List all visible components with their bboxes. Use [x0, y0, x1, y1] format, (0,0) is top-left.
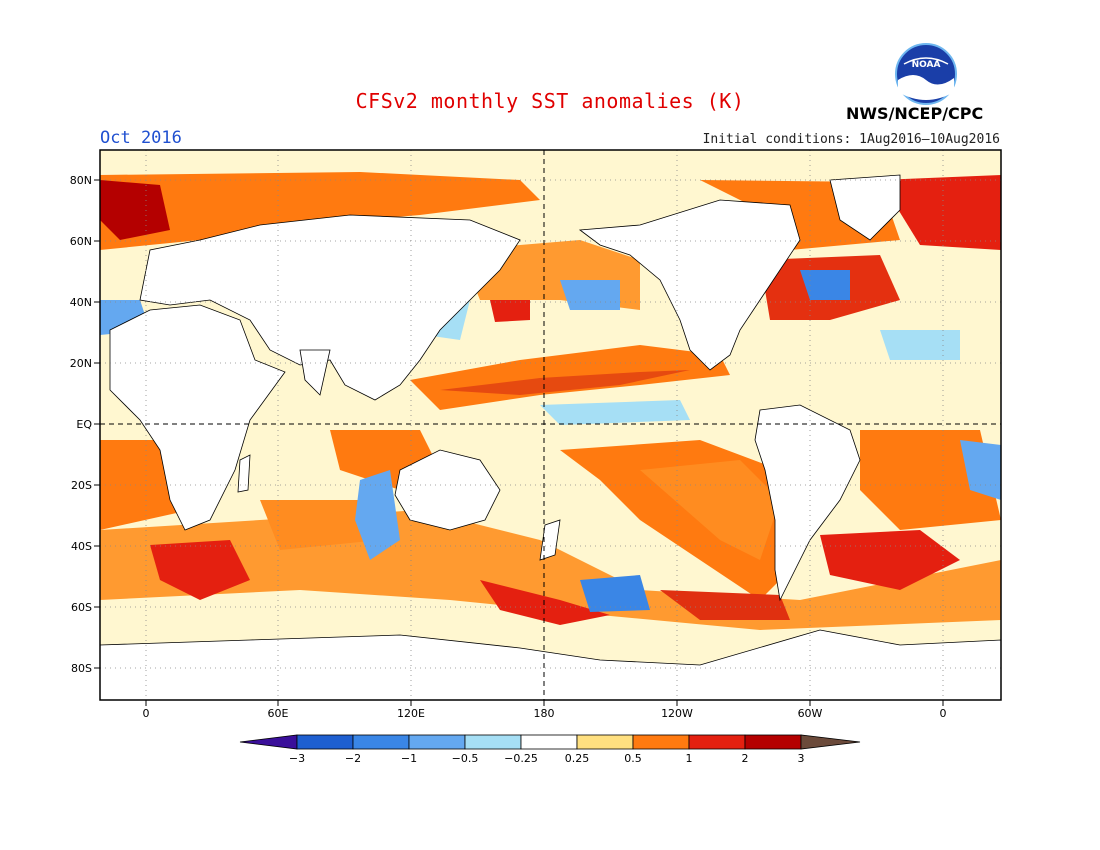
forecast-month: Oct 2016	[100, 128, 182, 148]
colorbar-min-arrow	[239, 734, 298, 750]
colorbar-swatch	[632, 734, 690, 750]
australia	[394, 449, 501, 531]
logo-text: NOAA	[912, 60, 941, 70]
colorbar-swatch	[464, 734, 522, 750]
south-america	[754, 404, 861, 602]
colorbar-swatch	[408, 734, 466, 750]
colorbar-swatch	[688, 734, 746, 750]
lat-label: 40N	[70, 296, 92, 309]
colorbar-label: 3	[798, 752, 805, 765]
colorbar-label: 0.5	[624, 752, 642, 765]
lat-label: 80S	[71, 662, 92, 675]
colorbar: −3 −2 −1 −0.5 −0.25 0.25 0.5 1 2 3	[239, 734, 861, 765]
colorbar-label: −0.25	[504, 752, 538, 765]
graticule	[100, 150, 1001, 700]
lon-label: 180	[534, 707, 555, 720]
colorbar-swatch	[296, 734, 354, 750]
lat-label: 20S	[71, 479, 92, 492]
lat-label: 80N	[70, 174, 92, 187]
map-frame	[99, 149, 1002, 701]
lon-label: 120E	[397, 707, 425, 720]
continents	[100, 174, 1001, 700]
lon-label: 60E	[268, 707, 289, 720]
lon-label: 0	[940, 707, 947, 720]
greenland	[829, 174, 901, 241]
colorbar-swatch	[352, 734, 410, 750]
colorbar-swatch	[744, 734, 802, 750]
colorbar-label: −1	[401, 752, 417, 765]
eurasia	[139, 214, 521, 401]
lat-label: EQ	[76, 418, 92, 431]
new-zealand	[539, 519, 561, 561]
lat-label: 40S	[71, 540, 92, 553]
lon-label: 60W	[798, 707, 823, 720]
map-title: CFSv2 monthly SST anomalies (K)	[355, 89, 745, 113]
north-america	[578, 199, 801, 371]
lat-label: 20N	[70, 357, 92, 370]
antarctica	[100, 629, 1001, 700]
colorbar-max-arrow	[800, 734, 861, 750]
colorbar-label: 1	[686, 752, 693, 765]
lon-label: 0	[143, 707, 150, 720]
colorbar-label: −3	[289, 752, 305, 765]
india	[299, 349, 331, 396]
colorbar-label: −2	[345, 752, 361, 765]
colorbar-label: 0.25	[565, 752, 590, 765]
lat-label: 60N	[70, 235, 92, 248]
colorbar-swatch	[520, 734, 578, 750]
noaa-logo-icon: NOAA	[895, 43, 957, 105]
colorbar-label: −0.5	[452, 752, 479, 765]
colorbar-swatch	[576, 734, 634, 750]
colorbar-label: 2	[742, 752, 749, 765]
anomaly-field	[100, 172, 1001, 630]
lon-label: 120W	[661, 707, 693, 720]
latitude-labels: 80N 60N 40N 20N EQ 20S 40S 60S 80S	[70, 174, 100, 675]
initial-conditions: Initial conditions: 1Aug2016–10Aug2016	[702, 132, 1000, 147]
agency-label: NWS/NCEP/CPC	[846, 104, 984, 123]
madagascar	[237, 454, 251, 493]
africa	[109, 304, 286, 531]
lat-label: 60S	[71, 601, 92, 614]
longitude-labels: 0 60E 120E 180 120W 60W 0	[143, 700, 947, 720]
